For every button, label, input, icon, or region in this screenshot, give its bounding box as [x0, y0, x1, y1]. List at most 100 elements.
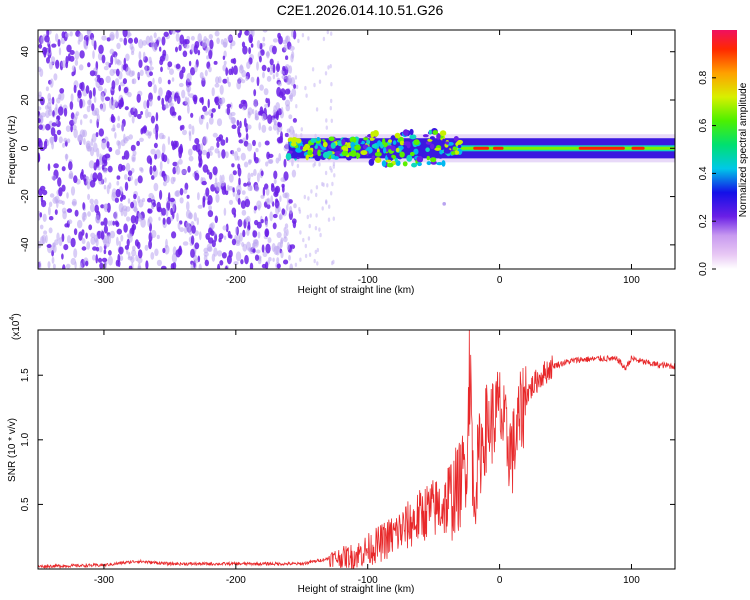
noise-blob [116, 58, 120, 65]
noise-blob [280, 177, 286, 183]
noise-blob [270, 195, 274, 205]
noise-blob [330, 31, 333, 36]
noise-blob [181, 124, 185, 130]
noise-blob [232, 170, 237, 176]
noise-blob [201, 180, 207, 186]
noise-blob [198, 157, 203, 167]
noise-blob [104, 136, 109, 143]
noise-blob [51, 175, 57, 181]
noise-blob [138, 51, 142, 60]
noise-blob [103, 184, 107, 190]
noise-blob [313, 82, 316, 88]
noise-blob [69, 50, 75, 55]
noise-blob [148, 92, 153, 102]
noise-blob [123, 133, 126, 143]
noise-blob [121, 155, 126, 160]
noise-blob [118, 202, 124, 213]
noise-blob [213, 60, 218, 65]
noise-blob [170, 30, 177, 35]
signal-peak [631, 146, 645, 150]
noise-blob [112, 220, 115, 226]
noise-blob [225, 151, 229, 159]
noise-blob [242, 45, 248, 55]
noise-blob [51, 96, 55, 105]
noise-blob [192, 144, 198, 151]
noise-blob [138, 59, 143, 68]
noise-blob [61, 207, 67, 214]
noise-blob [281, 185, 285, 193]
noise-blob [218, 104, 221, 110]
noise-blob [230, 116, 236, 124]
noise-blob [212, 166, 218, 176]
noise-blob [262, 71, 265, 79]
turbulent-blob [350, 141, 355, 148]
noise-blob [280, 250, 284, 259]
noise-blob [272, 74, 276, 80]
noise-blob [123, 208, 128, 217]
snr-x-tick-label: 100 [623, 575, 640, 586]
noise-blob [161, 134, 166, 140]
noise-blob [276, 231, 282, 239]
noise-blob [246, 61, 251, 69]
noise-blob [63, 244, 69, 251]
noise-blob [95, 254, 98, 264]
noise-blob [161, 36, 166, 46]
noise-blob [144, 65, 148, 75]
noise-blob [100, 104, 103, 111]
turbulent-blob [341, 138, 346, 146]
noise-blob [315, 192, 318, 198]
noise-blob [131, 223, 137, 231]
turbulent-blob [432, 130, 439, 135]
turbulent-blob [363, 137, 369, 141]
noise-blob [226, 76, 230, 84]
noise-blob [57, 39, 61, 47]
noise-blob [242, 106, 247, 111]
noise-blob [209, 151, 213, 157]
noise-blob [289, 92, 294, 102]
noise-blob [94, 204, 99, 214]
noise-blob [269, 69, 274, 75]
noise-blob [330, 191, 333, 196]
noise-blob [137, 265, 142, 269]
noise-blob [58, 187, 63, 197]
noise-blob [245, 76, 249, 81]
noise-blob [87, 211, 91, 217]
noise-blob [176, 212, 179, 222]
noise-blob [50, 127, 56, 137]
noise-blob [141, 126, 147, 134]
noise-blob [109, 220, 113, 226]
spectrogram-y-tick-label: 40 [20, 46, 31, 58]
noise-blob [128, 175, 133, 181]
noise-blob [115, 30, 119, 40]
turbulent-blob [334, 151, 342, 155]
noise-blob [51, 242, 55, 252]
noise-blob [79, 82, 83, 90]
noise-blob [272, 222, 277, 230]
noise-blob [127, 170, 133, 176]
noise-blob [206, 169, 210, 175]
noise-blob [315, 213, 318, 218]
noise-blob [210, 112, 214, 119]
noise-blob [131, 78, 135, 84]
noise-blob [190, 67, 196, 76]
noise-blob [304, 253, 308, 259]
noise-blob [194, 172, 200, 181]
noise-blob [258, 55, 262, 63]
noise-blob [145, 35, 151, 46]
noise-blob [283, 44, 288, 52]
noise-blob [211, 108, 216, 113]
noise-blob [183, 188, 188, 194]
noise-blob [272, 63, 276, 74]
noise-blob [225, 136, 229, 144]
noise-blob [103, 249, 107, 255]
noise-blob [197, 204, 203, 209]
noise-blob [185, 221, 190, 228]
noise-blob [96, 246, 100, 252]
noise-blob [48, 227, 53, 234]
noise-blob [231, 124, 237, 129]
noise-blob [172, 161, 178, 167]
noise-blob [108, 147, 113, 152]
noise-blob [277, 139, 283, 144]
noise-blob [302, 237, 305, 243]
noise-blob [289, 263, 293, 269]
